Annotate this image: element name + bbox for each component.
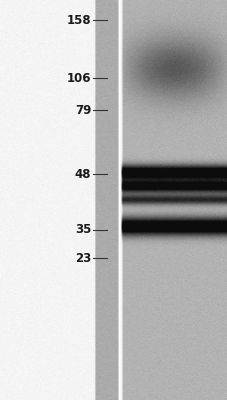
Text: 106: 106: [67, 72, 91, 84]
Text: 79: 79: [75, 104, 91, 116]
Text: 23: 23: [75, 252, 91, 264]
Text: 158: 158: [67, 14, 91, 26]
Text: 35: 35: [75, 224, 91, 236]
Text: 48: 48: [75, 168, 91, 180]
